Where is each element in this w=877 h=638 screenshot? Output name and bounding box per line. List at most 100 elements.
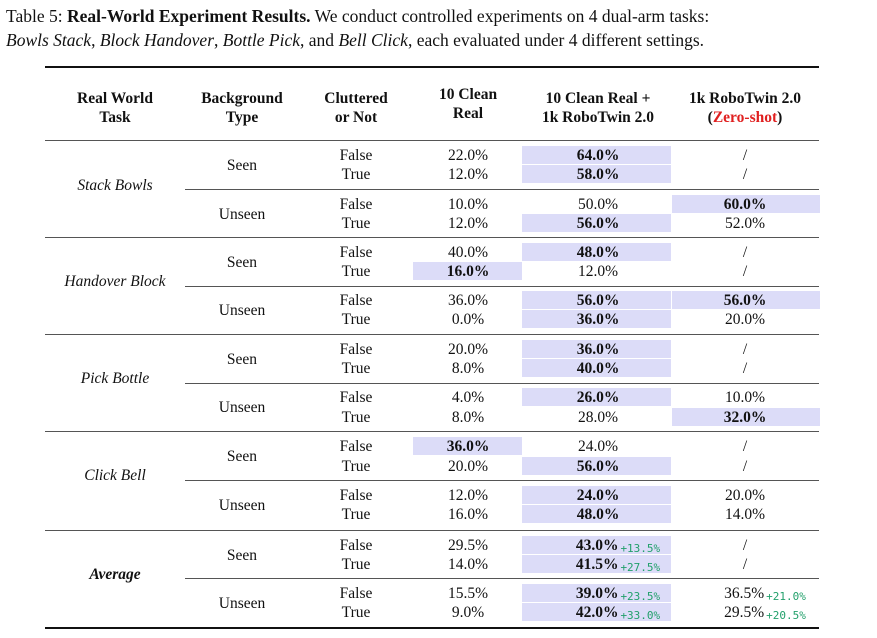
cell-value: 9.0% bbox=[451, 604, 485, 621]
cell-value: 14.0% bbox=[447, 556, 489, 573]
cell-mix: 40.0% bbox=[577, 360, 620, 378]
cell-rt: 29.5% +20.5% bbox=[724, 604, 806, 625]
header-robotwin-zero-shot: 1k RoboTwin 2.0 (Zero-shot) bbox=[689, 89, 801, 127]
cell-value: 56.0% bbox=[576, 458, 620, 475]
cell-value: 39.0% bbox=[575, 585, 619, 602]
cell-value: 40.0% bbox=[576, 360, 620, 377]
cell-value: 15.5% bbox=[447, 585, 489, 602]
cell-value: 60.0% bbox=[723, 196, 767, 213]
cell-mix: 56.0% bbox=[577, 458, 620, 476]
improvement-delta: +23.5% bbox=[620, 590, 661, 603]
caption-task-3: Bottle Pick bbox=[222, 30, 301, 50]
cell-clut: False bbox=[340, 585, 373, 603]
cell-value: 32.0% bbox=[723, 409, 767, 426]
cell-clut: False bbox=[340, 537, 373, 555]
best-result-highlight bbox=[672, 408, 820, 426]
cell-rt: / bbox=[743, 147, 747, 165]
cell-value: 42.0% bbox=[575, 604, 619, 621]
cell-value: 36.0% bbox=[576, 341, 620, 358]
cell-c10: 29.5% bbox=[448, 537, 488, 555]
improvement-delta: +33.0% bbox=[620, 609, 661, 622]
best-result-highlight bbox=[522, 505, 671, 523]
cell-c10: 22.0% bbox=[448, 147, 488, 165]
cell-clut: False bbox=[340, 196, 373, 214]
cell-value: 20.0% bbox=[724, 487, 766, 504]
cell-value: 58.0% bbox=[576, 166, 620, 183]
cell-value: 20.0% bbox=[447, 341, 489, 358]
header-10-clean-line2: Real bbox=[452, 105, 484, 122]
cell-c10: 20.0% bbox=[448, 341, 488, 359]
cell-value: 48.0% bbox=[576, 506, 620, 523]
background-type-unseen: Unseen bbox=[218, 301, 266, 319]
cell-mix: 41.5% +27.5% bbox=[576, 556, 660, 577]
cell-value: 36.0% bbox=[576, 311, 620, 328]
header-rule bbox=[45, 140, 819, 141]
cell-value: 41.5% bbox=[575, 556, 619, 573]
improvement-delta: +21.0% bbox=[766, 590, 806, 603]
cell-rt: 20.0% bbox=[725, 487, 765, 505]
best-result-highlight bbox=[522, 291, 671, 309]
cell-value: False bbox=[339, 292, 373, 309]
cell-value: 0.0% bbox=[451, 311, 485, 328]
cell-clut: True bbox=[342, 215, 371, 233]
zero-shot-label: Zero-shot bbox=[712, 109, 778, 126]
cell-mix: 56.0% bbox=[577, 215, 620, 233]
cell-value: 36.0% bbox=[446, 438, 490, 455]
cell-rt: 14.0% bbox=[725, 506, 765, 524]
background-type-seen: Seen bbox=[226, 448, 258, 465]
background-type-seen: Seen bbox=[226, 546, 258, 564]
cell-value: 43.0% bbox=[575, 537, 619, 554]
cell-clut: True bbox=[342, 166, 371, 184]
background-type-seen: Seen bbox=[226, 253, 258, 271]
cell-rt: 60.0% bbox=[724, 196, 767, 214]
cell-value: / bbox=[742, 537, 748, 554]
cell-c10: 12.0% bbox=[448, 215, 488, 233]
cell-clut: True bbox=[342, 263, 371, 281]
cell-value: True bbox=[341, 604, 371, 621]
cell-c10: 9.0% bbox=[452, 604, 484, 622]
cell-rt: 10.0% bbox=[725, 389, 765, 407]
subgroup-rule bbox=[185, 383, 819, 384]
best-result-highlight bbox=[522, 388, 671, 406]
improvement-delta: +20.5% bbox=[766, 609, 806, 622]
cell-value: False bbox=[339, 196, 373, 213]
task-label: Stack Bowls bbox=[77, 177, 153, 194]
cell-c10: 36.0% bbox=[447, 438, 490, 456]
improvement-delta: +27.5% bbox=[620, 561, 661, 574]
best-result-highlight bbox=[522, 340, 671, 358]
cell-rt: 36.5% +21.0% bbox=[724, 585, 806, 606]
cell-rt: 20.0% bbox=[725, 311, 765, 329]
cell-value: True bbox=[341, 215, 371, 232]
best-result-highlight bbox=[522, 555, 671, 573]
best-result-highlight bbox=[522, 536, 671, 554]
header-cluttered: Cluttered or Not bbox=[324, 89, 387, 127]
paren: ) bbox=[777, 109, 783, 126]
cell-value: True bbox=[341, 360, 371, 377]
cell-value: / bbox=[742, 147, 748, 164]
cell-mix: 36.0% bbox=[577, 311, 620, 329]
cell-rt: / bbox=[743, 341, 747, 359]
cell-rt: / bbox=[743, 244, 747, 262]
cell-rt: / bbox=[743, 360, 747, 378]
cell-clut: True bbox=[342, 604, 371, 622]
cell-value: False bbox=[339, 585, 373, 602]
cell-value: 24.0% bbox=[576, 487, 620, 504]
cell-rt: / bbox=[743, 166, 747, 184]
header-mixed: 10 Clean Real + 1k RoboTwin 2.0 bbox=[542, 89, 654, 127]
task-label-average: Average bbox=[89, 566, 141, 583]
cell-value: True bbox=[341, 458, 371, 475]
cell-c10: 10.0% bbox=[448, 196, 488, 214]
cell-value: / bbox=[742, 166, 748, 183]
cell-value: 52.0% bbox=[724, 215, 766, 232]
cell-mix: 56.0% bbox=[577, 292, 620, 310]
cell-clut: True bbox=[342, 556, 371, 574]
best-result-highlight bbox=[522, 243, 671, 261]
best-result-highlight bbox=[522, 359, 671, 377]
best-result-highlight bbox=[522, 165, 671, 183]
header-robotwin-line2: (Zero-shot) bbox=[689, 108, 801, 127]
group-rule bbox=[45, 334, 819, 335]
background-type-unseen: Unseen bbox=[218, 205, 266, 223]
best-result-highlight bbox=[413, 437, 522, 455]
cell-value: False bbox=[339, 341, 373, 358]
cell-value: / bbox=[742, 556, 748, 573]
